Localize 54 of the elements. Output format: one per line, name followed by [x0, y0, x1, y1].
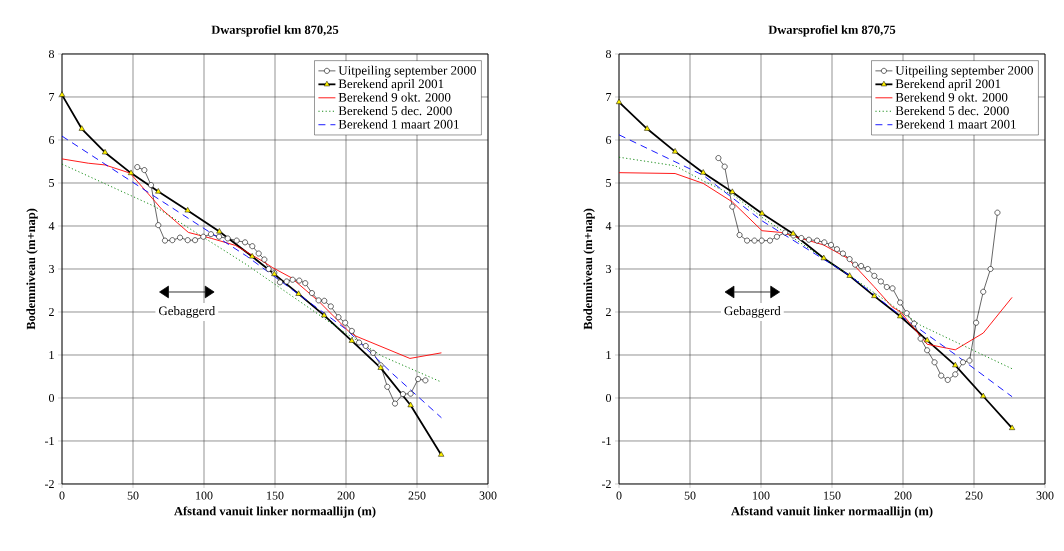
y-tick-label: 7	[49, 93, 55, 101]
x-tick-label: 100	[196, 491, 213, 500]
y-tick-label: 6	[49, 135, 55, 144]
y-tick-label: 8	[605, 49, 612, 59]
y-tick-label: 7	[606, 93, 612, 101]
x-tick-label: 0	[616, 491, 622, 500]
legend-label: Uitpeiling september 2000	[338, 65, 476, 78]
y-tick-label: 8	[48, 49, 55, 59]
y-axis-title: Bodemniveau (m+nap)	[26, 208, 38, 330]
y-tick-label: 2	[606, 308, 611, 316]
x-axis-title: Afstand vanuit linker normaallijn (m)	[174, 506, 376, 518]
x-tick-label: 100	[753, 491, 770, 500]
y-tick-label: 4	[48, 222, 55, 230]
x-tick-label: 300	[1036, 491, 1054, 500]
y-tick-label: -1	[601, 437, 611, 445]
y-tick-label: 5	[49, 179, 55, 187]
legend-label: Uitpeiling september 2000	[895, 65, 1033, 78]
legend-label: Berekend 9 okt. 2000	[338, 92, 451, 102]
y-tick-label: 3	[606, 264, 612, 273]
x-tick-label: 200	[894, 491, 912, 500]
y-tick-label: 5	[606, 179, 612, 187]
x-tick-label: 250	[965, 491, 983, 500]
legend-label: Berekend april 2001	[338, 79, 444, 91]
y-tick-label: 0	[48, 393, 55, 403]
x-tick-label: 0	[59, 491, 65, 500]
y-tick-label: -2	[601, 480, 611, 488]
legend-label: Berekend 5 dec. 2000	[895, 106, 1009, 116]
annotation: Gebaggerd	[724, 306, 781, 318]
x-tick-label: 50	[127, 491, 139, 500]
chart-title: Dwarsprofiel km 870,75	[768, 25, 896, 37]
legend-label: Berekend 9 okt. 2000	[895, 92, 1008, 102]
y-tick-label: 1	[49, 351, 54, 359]
y-axis-title: Bodemniveau (m+nap)	[583, 208, 595, 330]
y-tick-label: 0	[605, 393, 612, 403]
legend-label: Berekend 1 maart 2001	[338, 119, 459, 129]
y-tick-label: -2	[44, 480, 54, 488]
x-tick-label: 50	[684, 491, 696, 500]
x-tick-label: 150	[824, 491, 841, 500]
legend-label: Berekend april 2001	[895, 79, 1001, 91]
x-tick-label: 300	[479, 491, 497, 500]
legend-label: Berekend 1 maart 2001	[895, 119, 1016, 129]
annotation: Gebaggerd	[158, 306, 216, 318]
chart-title: Dwarsprofiel km 870,25	[211, 25, 339, 37]
x-tick-label: 250	[408, 491, 426, 500]
y-tick-label: 2	[49, 308, 54, 316]
y-tick-label: -1	[44, 437, 54, 445]
y-tick-label: 4	[605, 222, 612, 230]
x-tick-label: 150	[267, 491, 284, 500]
x-tick-label: 200	[337, 491, 355, 500]
x-axis-title: Afstand vanuit linker normaallijn (m)	[731, 506, 933, 518]
y-tick-label: 6	[606, 135, 612, 144]
y-tick-label: 1	[606, 351, 611, 359]
y-tick-label: 3	[49, 264, 55, 273]
legend-label: Berekend 5 dec. 2000	[338, 106, 452, 116]
